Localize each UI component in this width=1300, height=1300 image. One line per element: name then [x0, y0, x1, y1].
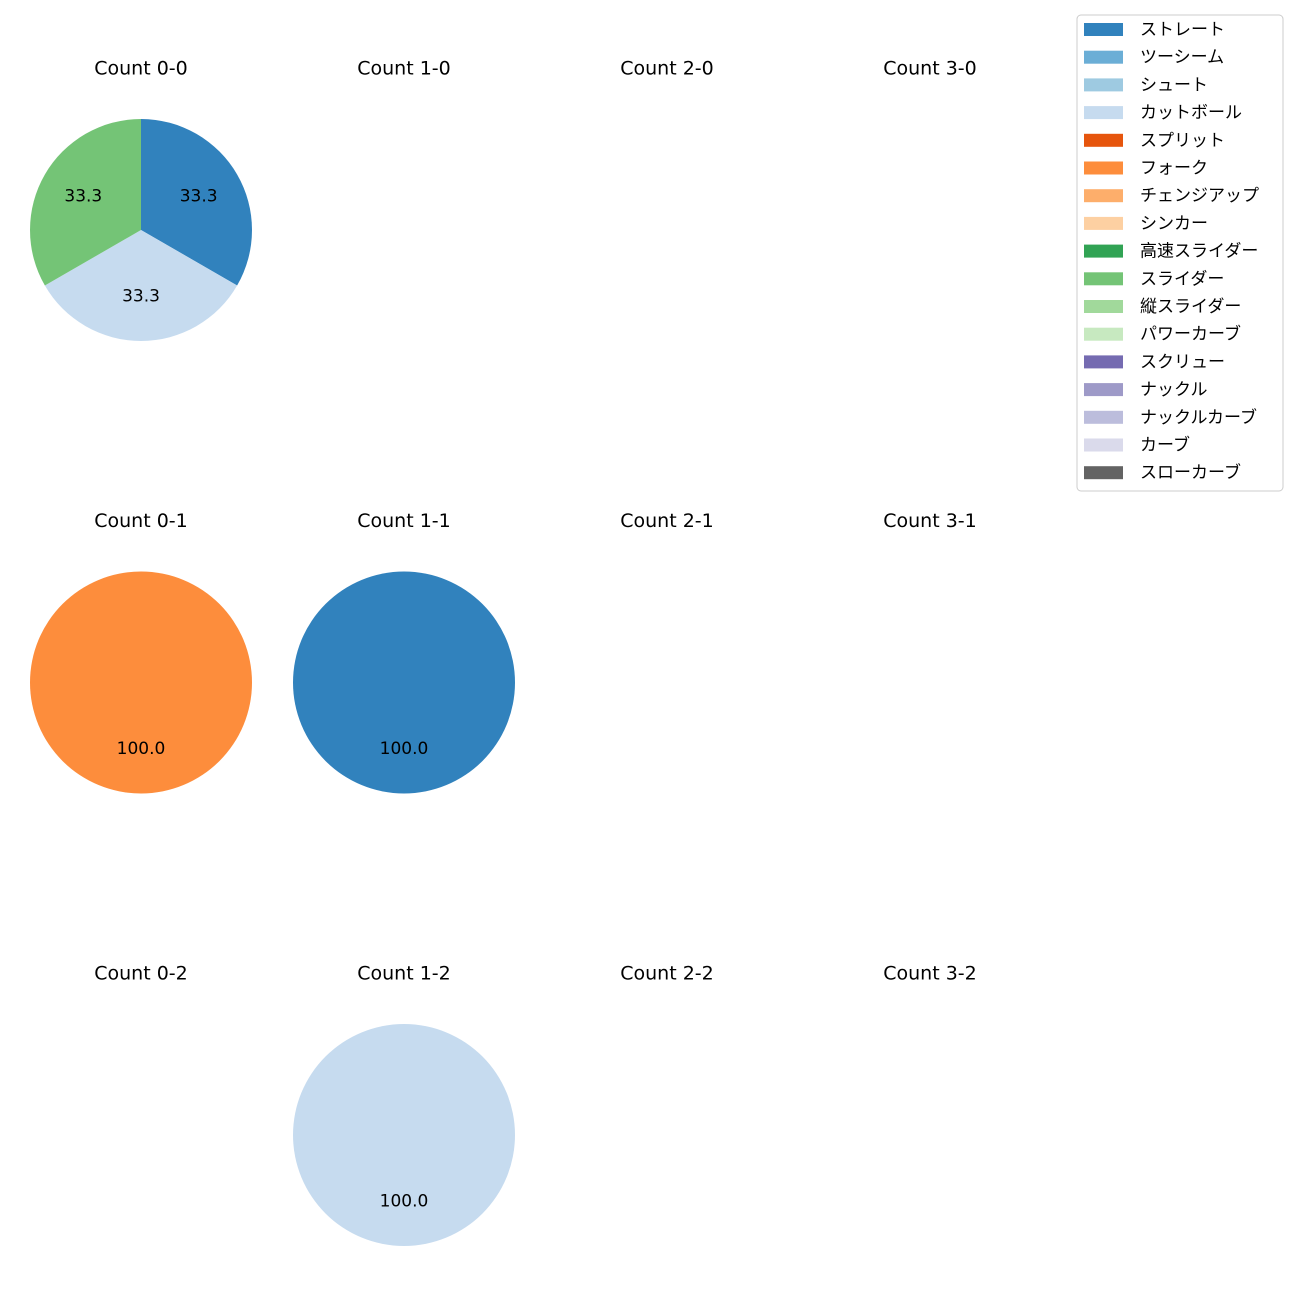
legend-label: チェンジアップ	[1140, 186, 1259, 206]
pie-title: Count 0-2	[94, 963, 188, 985]
legend-swatch	[1084, 383, 1123, 397]
legend-label: 縦スライダー	[1140, 297, 1241, 317]
legend-label: シンカー	[1140, 214, 1208, 234]
legend-swatch	[1084, 106, 1123, 120]
pie-slice	[141, 119, 252, 286]
legend-label: ツーシーム	[1140, 48, 1224, 68]
legend-swatch	[1084, 161, 1123, 175]
pie-title: Count 2-2	[620, 963, 714, 985]
legend-label: スローカーブ	[1140, 462, 1241, 483]
legend-swatch	[1084, 23, 1123, 36]
pie-slice	[293, 1024, 515, 1246]
pie-slice	[30, 119, 142, 286]
pie-title: Count 0-1	[94, 510, 188, 532]
legend-label: シュート	[1140, 75, 1208, 95]
legend-swatch	[1084, 410, 1123, 424]
legend-label: ナックルカーブ	[1140, 407, 1257, 428]
legend-swatch	[1084, 466, 1123, 480]
legend-label: フォーク	[1140, 159, 1208, 179]
legend-label: ストレート	[1140, 20, 1225, 40]
pie-title: Count 1-2	[357, 963, 451, 985]
legend-label: カットボール	[1140, 103, 1242, 123]
legend-swatch	[1084, 78, 1123, 92]
legend-label: ナックル	[1140, 380, 1208, 400]
legend-label: パワーカーブ	[1140, 324, 1241, 345]
legend-label: スプリット	[1140, 131, 1225, 151]
slice-label: 100.0	[380, 1192, 429, 1212]
legend-label: スライダー	[1140, 269, 1224, 289]
slice-label: 100.0	[380, 739, 429, 759]
pie-title: Count 1-1	[357, 510, 451, 532]
pie-title: Count 2-1	[620, 510, 714, 532]
pie-slice	[30, 571, 252, 794]
pie-title: Count 3-2	[883, 963, 977, 985]
slice-label: 33.3	[64, 187, 102, 207]
legend-label: カーブ	[1140, 435, 1190, 456]
legend-swatch	[1084, 300, 1123, 313]
legend-swatch	[1084, 244, 1123, 258]
pie-title: Count 1-0	[357, 58, 451, 80]
pie-title: Count 0-0	[94, 58, 188, 80]
legend-swatch	[1084, 133, 1123, 147]
slice-label: 33.3	[180, 187, 218, 207]
legend-swatch	[1084, 438, 1123, 452]
pie-title: Count 3-1	[883, 510, 977, 532]
slice-label: 33.3	[122, 287, 160, 307]
legend-box	[1076, 14, 1284, 492]
legend-swatch	[1084, 50, 1123, 64]
legend-label: 高速スライダー	[1140, 242, 1258, 262]
legend-swatch	[1084, 216, 1123, 230]
legend-swatch	[1084, 272, 1123, 286]
legend-swatch	[1084, 189, 1123, 203]
slice-label: 100.0	[117, 739, 166, 759]
pie-title: Count 3-0	[883, 58, 977, 80]
pie-title: Count 2-0	[620, 58, 714, 80]
legend-label: スクリュー	[1140, 352, 1225, 372]
legend-swatch	[1084, 327, 1123, 341]
pie-slice	[293, 571, 515, 794]
legend-swatch	[1084, 355, 1123, 369]
